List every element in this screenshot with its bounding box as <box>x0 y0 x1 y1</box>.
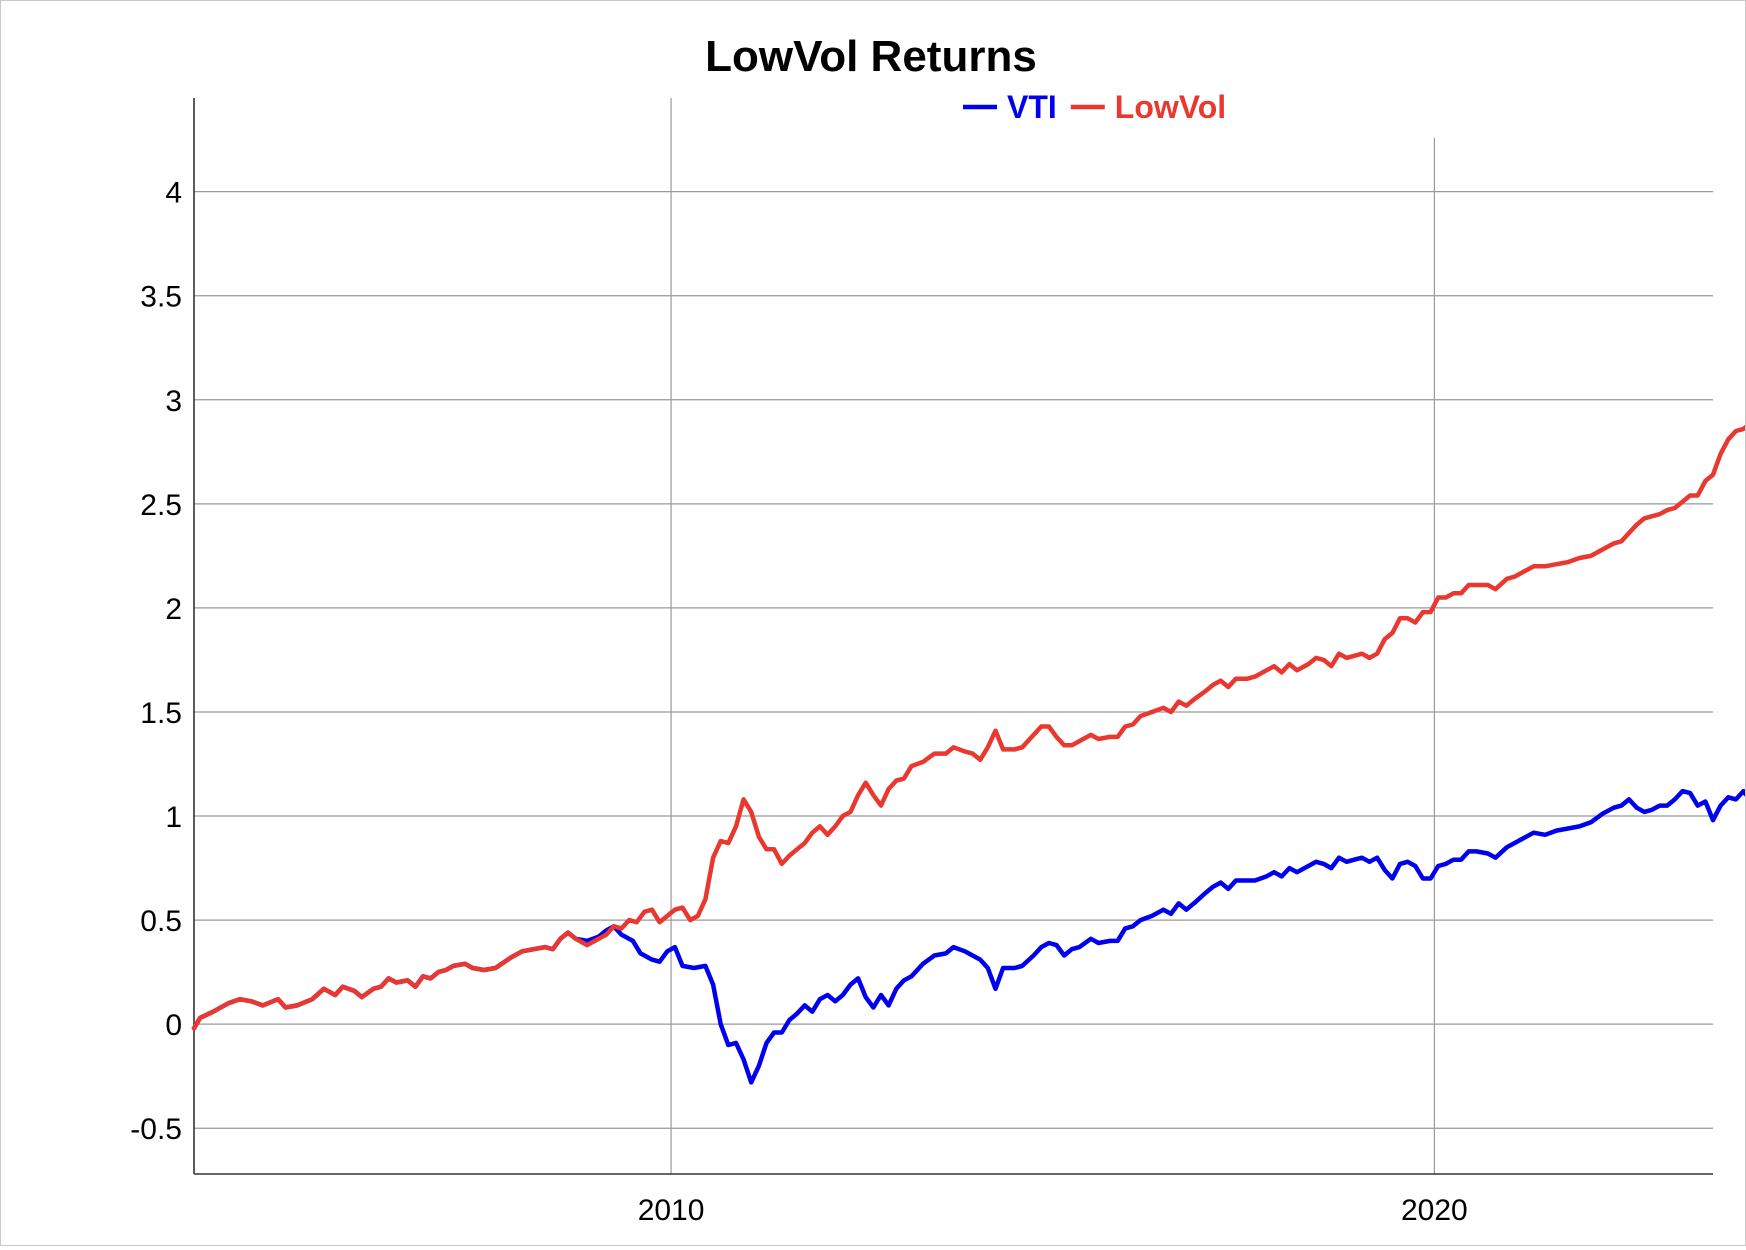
y-tick-label: 0 <box>165 1009 182 1042</box>
y-tick-label: 1.5 <box>140 697 182 730</box>
y-tick-label: 4 <box>165 177 182 210</box>
legend-label-lowvol: LowVol <box>1115 89 1226 125</box>
tick-labels: -0.5 0 0.5 1 1.5 2 2.5 3 3.5 4 2010 2020 <box>130 177 1467 1227</box>
y-tick-label: -0.5 <box>130 1113 182 1146</box>
series-line-lowvol <box>191 423 1746 1031</box>
x-tick-label: 2010 <box>638 1194 705 1227</box>
plot-area <box>191 423 1746 1085</box>
axes <box>193 98 1713 1175</box>
legend: VTI LowVol <box>963 89 1226 125</box>
y-tick-label: 1 <box>165 801 182 834</box>
y-tick-label: 0.5 <box>140 905 182 938</box>
x-tick-label: 2020 <box>1401 1194 1468 1227</box>
y-tick-label: 3 <box>165 385 182 418</box>
legend-label-vti: VTI <box>1007 89 1057 125</box>
y-tick-label: 2 <box>165 593 182 626</box>
grid-lines <box>194 98 1713 1174</box>
y-tick-label: 2.5 <box>140 489 182 522</box>
y-tick-label: 3.5 <box>140 281 182 314</box>
chart-title: LowVol Returns <box>705 32 1037 81</box>
